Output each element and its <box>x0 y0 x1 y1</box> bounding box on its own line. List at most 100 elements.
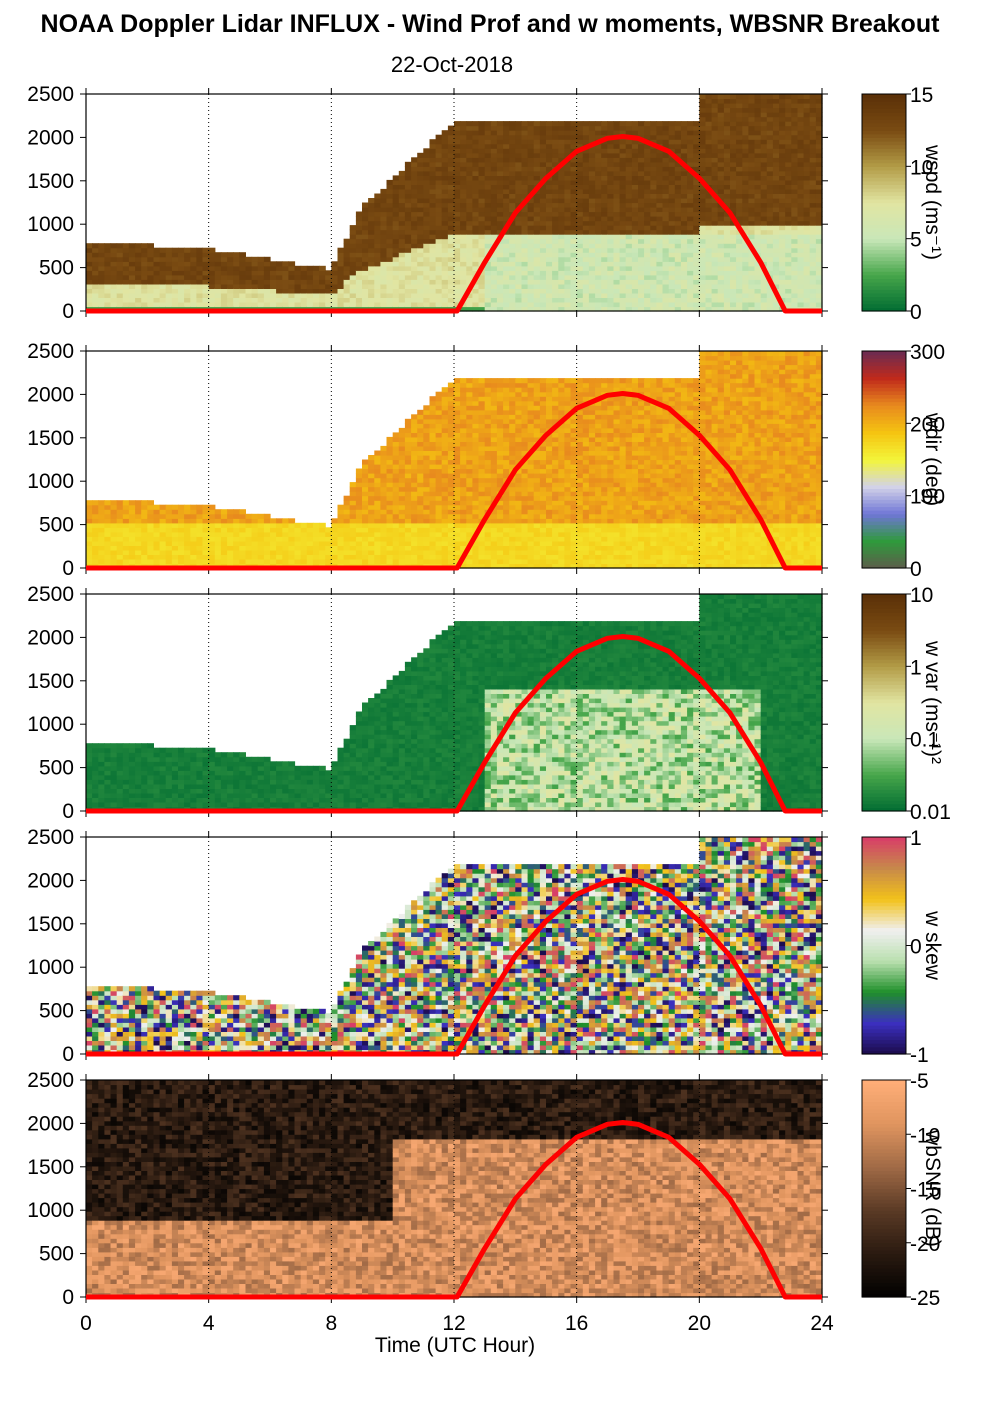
heatmap-cell <box>687 184 694 190</box>
heatmap-cell <box>576 211 584 217</box>
heatmap-cell <box>331 283 338 289</box>
heatmap-cell <box>791 193 798 199</box>
heatmap-cell <box>595 238 602 244</box>
heatmap-cell <box>454 387 461 393</box>
heatmap-cell <box>429 166 437 172</box>
heatmap-cell <box>417 157 424 163</box>
heatmap-cell <box>785 270 792 276</box>
heatmap-cell <box>736 103 743 109</box>
heatmap-cell <box>711 94 719 100</box>
heatmap-cell <box>472 170 480 176</box>
heatmap-cell <box>294 302 302 308</box>
heatmap-cell <box>680 216 688 222</box>
heatmap-cell <box>398 302 406 308</box>
heatmap-cell <box>742 261 749 267</box>
heatmap-cell <box>404 559 412 565</box>
heatmap-cell <box>184 297 191 303</box>
heatmap-cell <box>184 302 191 308</box>
heatmap-cell <box>135 500 142 506</box>
heatmap-cell <box>190 509 197 515</box>
heatmap-cell <box>766 125 774 131</box>
heatmap-cell <box>711 116 719 122</box>
heatmap-cell <box>638 207 645 213</box>
heatmap-cell <box>454 225 461 231</box>
heatmap-cell <box>312 270 320 276</box>
heatmap-cell <box>392 274 400 280</box>
heatmap-cell <box>171 261 179 267</box>
heatmap-cell <box>509 198 516 204</box>
heatmap-cell <box>270 279 277 285</box>
heatmap-cell <box>122 261 130 267</box>
heatmap-cell <box>644 216 651 222</box>
heatmap-cell <box>503 188 510 194</box>
heatmap-cell <box>674 256 682 262</box>
heatmap-cell <box>227 522 234 528</box>
heatmap-cell <box>619 148 627 154</box>
heatmap-cell <box>214 256 222 262</box>
heatmap-cell <box>546 270 553 276</box>
heatmap-cell <box>165 527 173 533</box>
heatmap-cell <box>196 256 204 262</box>
heatmap-cell <box>165 522 173 528</box>
heatmap-cell <box>533 143 541 149</box>
heatmap-cell <box>754 143 762 149</box>
heatmap-cell <box>312 297 320 303</box>
heatmap-cell <box>454 202 461 208</box>
heatmap-cell <box>417 252 424 258</box>
heatmap-cell <box>398 455 406 461</box>
heatmap-cell <box>423 459 430 465</box>
heatmap-cell <box>257 545 265 551</box>
heatmap-cell <box>386 491 394 497</box>
heatmap-cell <box>638 265 645 271</box>
heatmap-cell <box>178 527 185 533</box>
heatmap-cell <box>791 288 798 294</box>
heatmap-cell <box>374 554 381 560</box>
heatmap-cell <box>374 504 381 510</box>
heatmap-cell <box>220 536 228 542</box>
heatmap-cell <box>680 130 688 136</box>
heatmap-cell <box>791 125 798 131</box>
heatmap-cell <box>558 220 565 226</box>
colorbar-segment <box>862 162 906 167</box>
heatmap-cell <box>178 509 185 515</box>
heatmap-cell <box>533 207 541 213</box>
heatmap-cell <box>607 161 614 167</box>
heatmap-cell <box>650 179 657 185</box>
heatmap-cell <box>122 265 130 271</box>
heatmap-cell <box>582 288 590 294</box>
heatmap-cell <box>153 504 161 510</box>
heatmap-cell <box>552 297 559 303</box>
heatmap-cell <box>619 198 627 204</box>
heatmap-cell <box>613 238 621 244</box>
heatmap-cell <box>490 157 498 163</box>
heatmap-cell <box>509 220 516 226</box>
heatmap-cell <box>515 216 522 222</box>
heatmap-cell <box>386 243 394 249</box>
heatmap-cell <box>564 238 572 244</box>
heatmap-cell <box>496 256 504 262</box>
heatmap-cell <box>809 125 817 131</box>
heatmap-cell <box>349 238 357 244</box>
heatmap-cell <box>742 229 749 235</box>
heatmap-cell <box>153 518 161 524</box>
heatmap-cell <box>245 554 253 560</box>
heatmap-cell <box>546 143 553 149</box>
heatmap-cell <box>730 157 737 163</box>
heatmap-cell <box>815 252 823 258</box>
heatmap-cell <box>674 161 682 167</box>
heatmap-cell <box>779 288 786 294</box>
heatmap-cell <box>300 527 308 533</box>
heatmap-cell <box>423 504 430 510</box>
heatmap-cell <box>374 256 381 262</box>
heatmap-cell <box>803 238 811 244</box>
heatmap-cell <box>668 225 676 231</box>
heatmap-cell <box>147 500 154 506</box>
heatmap-cell <box>785 193 792 199</box>
heatmap-cell <box>730 134 737 140</box>
heatmap-cell <box>760 161 768 167</box>
heatmap-cell <box>588 279 596 285</box>
heatmap-cell <box>484 225 492 231</box>
heatmap-cell <box>343 554 351 560</box>
heatmap-cell <box>349 243 357 249</box>
heatmap-cell <box>785 288 792 294</box>
